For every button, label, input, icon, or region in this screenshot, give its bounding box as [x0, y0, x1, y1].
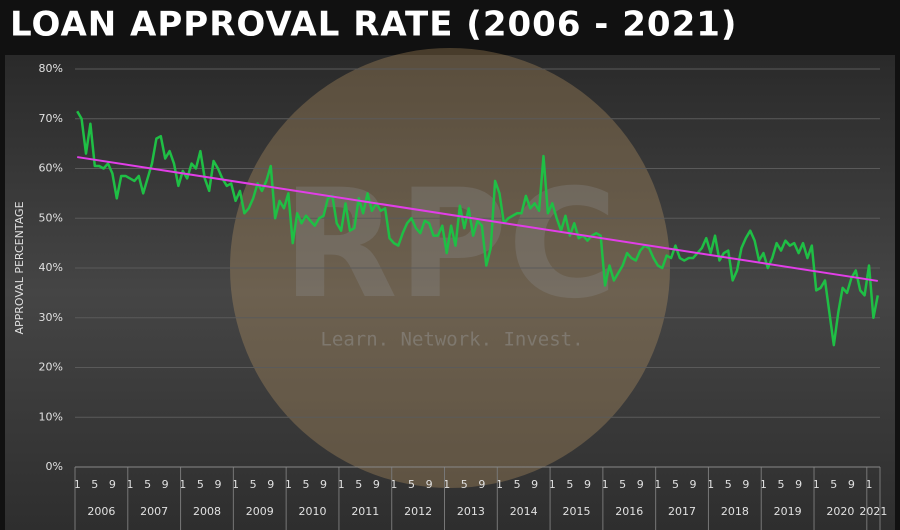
x-tick-label: 5	[566, 478, 573, 491]
x-tick-label: 9	[531, 478, 538, 491]
x-tick-label: 1	[338, 478, 345, 491]
trend-line	[77, 156, 878, 282]
year-label: 2016	[615, 505, 643, 518]
x-tick-label: 1	[390, 478, 397, 491]
x-tick-label: 9	[267, 478, 274, 491]
x-tick-label: 5	[197, 478, 204, 491]
y-tick-label: 70%	[39, 112, 63, 125]
x-tick-label: 1	[866, 478, 873, 491]
year-label: 2015	[562, 505, 590, 518]
x-tick-label: 5	[408, 478, 415, 491]
y-tick-label: 30%	[39, 311, 63, 324]
x-tick-label: 9	[742, 478, 749, 491]
year-label: 2013	[457, 505, 485, 518]
year-label: 2018	[721, 505, 749, 518]
x-tick-label: 9	[848, 478, 855, 491]
year-label: 2007	[140, 505, 168, 518]
x-tick-label: 1	[285, 478, 292, 491]
y-tick-label: 60%	[39, 162, 63, 175]
x-tick-label: 1	[602, 478, 609, 491]
year-label: 2020	[826, 505, 854, 518]
x-tick-label: 1	[496, 478, 503, 491]
y-tick-label: 0%	[46, 460, 63, 473]
y-tick-label: 20%	[39, 361, 63, 374]
watermark: RPC	[282, 158, 618, 332]
x-tick-label: 1	[549, 478, 556, 491]
marks	[76, 110, 880, 347]
x-tick-label: 1	[126, 478, 133, 491]
x-tick-label: 9	[373, 478, 380, 491]
x-tick-label: 1	[74, 478, 81, 491]
year-label: 2014	[510, 505, 538, 518]
x-tick-label: 5	[355, 478, 362, 491]
year-label: 2011	[351, 505, 379, 518]
year-label: 2010	[299, 505, 327, 518]
x-tick-label: 1	[760, 478, 767, 491]
watermark-tagline: Learn. Network. Invest.	[320, 329, 583, 351]
year-label: 2021	[859, 505, 887, 518]
x-tick-label: 5	[144, 478, 151, 491]
x-tick-label: 9	[584, 478, 591, 491]
x-tick-label: 5	[725, 478, 732, 491]
x-tick-label: 9	[162, 478, 169, 491]
chart-title: LOAN APPROVAL RATE (2006 - 2021)	[10, 5, 737, 45]
x-tick-label: 5	[461, 478, 468, 491]
x-tick-label: 1	[813, 478, 820, 491]
year-label: 2017	[668, 505, 696, 518]
y-axis-label: APPROVAL PERCENTAGE	[13, 201, 26, 334]
x-tick-label: 5	[778, 478, 785, 491]
x-tick-label: 5	[672, 478, 679, 491]
x-tick-label: 9	[690, 478, 697, 491]
year-label: 2012	[404, 505, 432, 518]
year-label: 2009	[246, 505, 274, 518]
x-tick-label: 1	[232, 478, 239, 491]
year-label: 2019	[774, 505, 802, 518]
y-tick-label: 10%	[39, 410, 63, 423]
x-tick-label: 1	[443, 478, 450, 491]
x-tick-label: 9	[637, 478, 644, 491]
x-tick-label: 1	[654, 478, 661, 491]
x-tick-label: 9	[214, 478, 221, 491]
plot-background	[5, 55, 895, 530]
x-tick-label: 5	[619, 478, 626, 491]
x-tick-label: 5	[830, 478, 837, 491]
x-tick-label: 9	[795, 478, 802, 491]
x-tick-label: 9	[109, 478, 116, 491]
data-line	[76, 110, 880, 347]
x-tick-label: 9	[478, 478, 485, 491]
x-tick-label: 5	[250, 478, 257, 491]
x-tick-label: 5	[514, 478, 521, 491]
x-tick-label: 9	[426, 478, 433, 491]
x-tick-label: 5	[91, 478, 98, 491]
y-tick-label: 50%	[39, 211, 63, 224]
x-tick-label: 9	[320, 478, 327, 491]
y-tick-label: 80%	[39, 62, 63, 75]
x-tick-label: 1	[707, 478, 714, 491]
year-label: 2006	[87, 505, 115, 518]
year-label: 2008	[193, 505, 221, 518]
y-tick-label: 40%	[39, 261, 63, 274]
x-tick-label: 5	[302, 478, 309, 491]
x-tick-label: 1	[179, 478, 186, 491]
